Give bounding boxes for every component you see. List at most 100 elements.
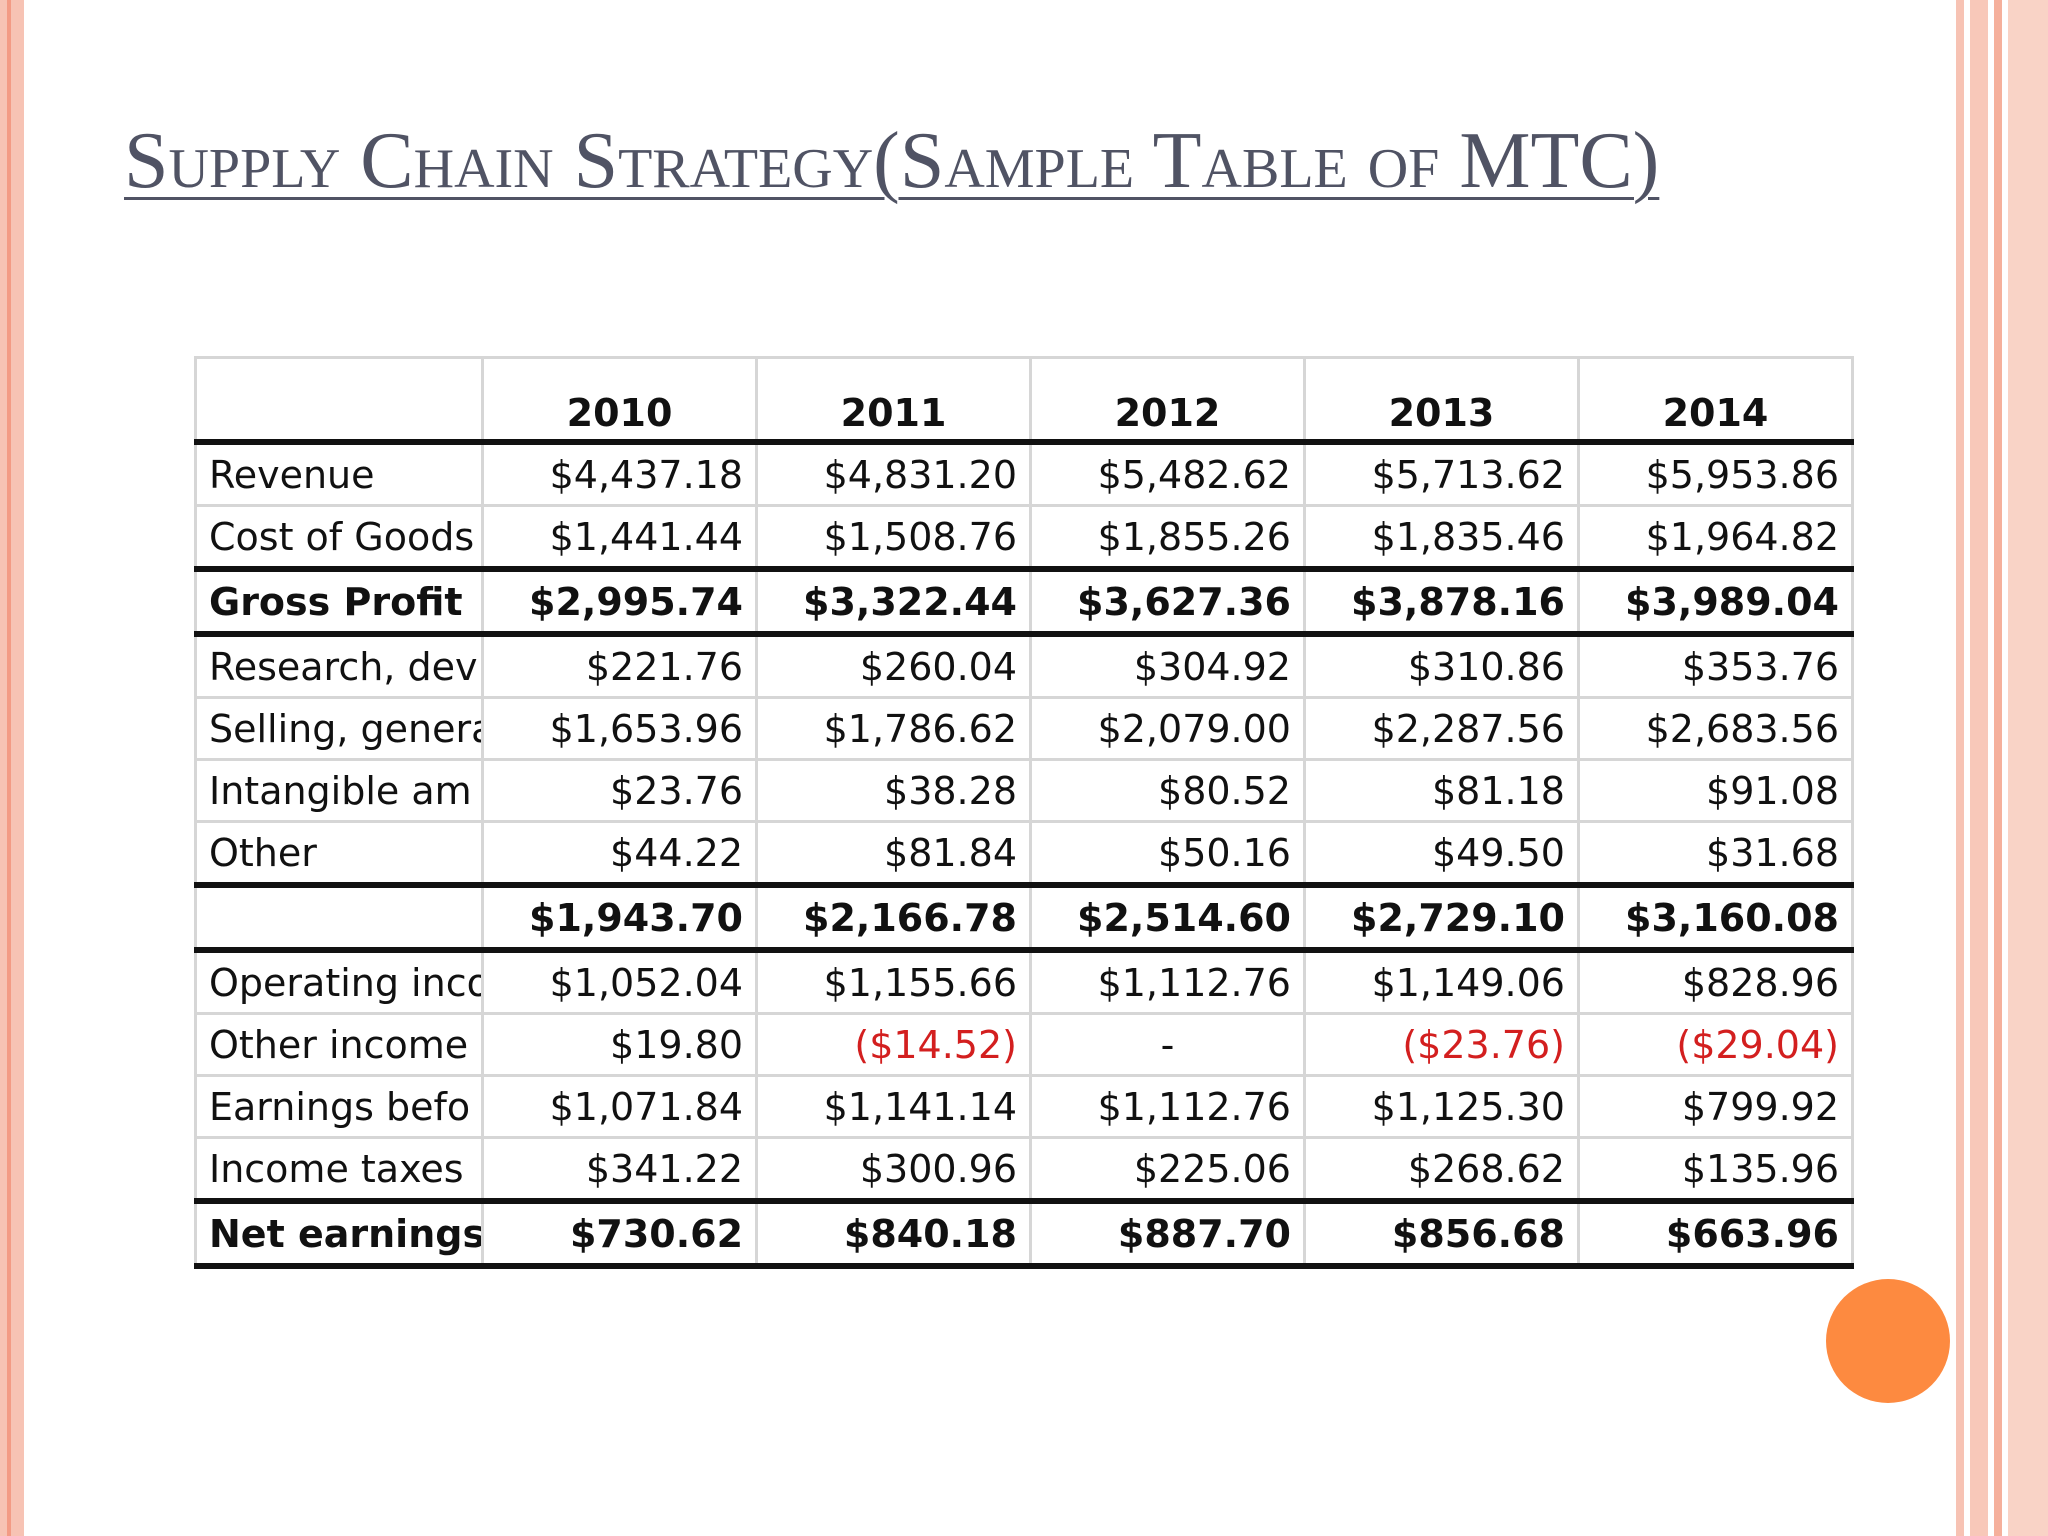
value-cell-2012: $225.06 [1029,1136,1306,1201]
table-body: Revenue $4,437.18 $4,831.20 $5,482.62 $5,713… [193,439,1855,1269]
value-cell-2014: $3,989.04 [1576,566,1855,634]
row-label: Gross Profit [193,566,485,634]
value-cell-2013: $1,835.46 [1302,504,1580,569]
value-cell-2011: $1,141.14 [755,1074,1032,1138]
table-row-operating-income: Operating inco $1,052.04 $1,155.66 $1,112.7… [193,947,1855,1014]
value-cell-2012: $50.16 [1029,820,1306,885]
value-cell-2012: $2,514.60 [1029,882,1306,950]
right-stripe-4 [2008,0,2048,1536]
value-cell-2013: $310.86 [1302,631,1580,698]
header-cell-2010: 2010 [481,356,759,442]
table-row-selling-general: Selling, genera $1,653.96 $1,786.62 $2,079.… [193,696,1855,760]
value-cell-2010: $221.76 [481,631,759,698]
value-cell-2012: $2,079.00 [1029,696,1306,760]
right-stripe-3 [1994,0,2002,1536]
header-cell-2011: 2011 [755,356,1032,442]
value-cell-2010: $1,441.44 [481,504,759,569]
value-cell-2011: $260.04 [755,631,1032,698]
value-cell-2013: $49.50 [1302,820,1580,885]
value-cell-2014: $663.96 [1576,1198,1855,1269]
financial-table-container: 2010 2011 2012 2013 2014 Revenue $4,437.1… [193,356,1855,1280]
value-cell-2010: $1,052.04 [481,947,759,1014]
value-cell-2011: $81.84 [755,820,1032,885]
value-cell-2012: $3,627.36 [1029,566,1306,634]
value-cell-2014: $799.92 [1576,1074,1855,1138]
row-label: Other [193,820,485,885]
header-cell-2012: 2012 [1029,356,1306,442]
header-cell-2013: 2013 [1302,356,1580,442]
table-row-earnings-before-tax: Earnings befo $1,071.84 $1,141.14 $1,112.76… [193,1074,1855,1138]
header-row: 2010 2011 2012 2013 2014 [193,356,1855,442]
value-cell-2013: $1,125.30 [1302,1074,1580,1138]
value-cell-2010: $1,653.96 [481,696,759,760]
value-cell-2010: $44.22 [481,820,759,885]
table-row-revenue: Revenue $4,437.18 $4,831.20 $5,482.62 $5,713… [193,439,1855,506]
value-cell-2013: $268.62 [1302,1136,1580,1201]
value-cell-2013: $1,149.06 [1302,947,1580,1014]
value-cell-2013: $2,729.10 [1302,882,1580,950]
value-cell-2013: $3,878.16 [1302,566,1580,634]
value-cell-2010: $2,995.74 [481,566,759,634]
row-label: Operating inco [193,947,485,1014]
right-stripe-2 [1970,0,1988,1536]
right-border-decoration [1956,0,2048,1536]
value-cell-2010: $23.76 [481,758,759,822]
table-row-other: Other $44.22 $81.84 $50.16 $49.50 $31.68 [193,820,1855,885]
value-cell-2011: $38.28 [755,758,1032,822]
value-cell-2010: $19.80 [481,1012,759,1076]
value-cell-2010: $730.62 [481,1198,759,1269]
slide-title: Supply Chain Strategy(Sample Table of MT… [124,117,1660,205]
orange-circle-decoration [1826,1279,1950,1403]
value-cell-2014: $2,683.56 [1576,696,1855,760]
value-cell-2012: $887.70 [1029,1198,1306,1269]
row-label: Net earnings [193,1198,485,1269]
value-cell-2012: $80.52 [1029,758,1306,822]
value-cell-2014: $3,160.08 [1576,882,1855,950]
value-cell-2013: $856.68 [1302,1198,1580,1269]
value-cell-2013: ($23.76) [1302,1012,1580,1076]
value-cell-2014: $1,964.82 [1576,504,1855,569]
value-cell-2012: $1,855.26 [1029,504,1306,569]
row-label: Other income [193,1012,485,1076]
value-cell-2011: $840.18 [755,1198,1032,1269]
left-border-decoration [0,0,24,1536]
financial-table: 2010 2011 2012 2013 2014 Revenue $4,437.1… [193,356,1855,1269]
value-cell-2014: $31.68 [1576,820,1855,885]
value-cell-2011: ($14.52) [755,1012,1032,1076]
value-cell-2011: $1,508.76 [755,504,1032,569]
table-row-other-income: Other income $19.80 ($14.52) - ($23.76) ($29.… [193,1012,1855,1076]
table-row-research-dev: Research, dev $221.76 $260.04 $304.92 $310.8… [193,631,1855,698]
left-border-line [7,0,11,1536]
row-label: Income taxes [193,1136,485,1201]
value-cell-2011: $1,786.62 [755,696,1032,760]
value-cell-2012: $304.92 [1029,631,1306,698]
value-cell-2010: $4,437.18 [481,439,759,506]
value-cell-2010: $1,943.70 [481,882,759,950]
table-row-intangible-amortization: Intangible am $23.76 $38.28 $80.52 $81.18 $91… [193,758,1855,822]
header-cell-empty [193,356,485,442]
row-label: Earnings befo [193,1074,485,1138]
value-cell-2013: $5,713.62 [1302,439,1580,506]
value-cell-2010: $1,071.84 [481,1074,759,1138]
right-stripe-1 [1956,0,1964,1536]
table-row-income-taxes: Income taxes $341.22 $300.96 $225.06 $268.62… [193,1136,1855,1201]
value-cell-2014: $353.76 [1576,631,1855,698]
value-cell-2013: $81.18 [1302,758,1580,822]
row-label [193,882,485,950]
value-cell-2011: $3,322.44 [755,566,1032,634]
row-label: Selling, genera [193,696,485,760]
value-cell-2011: $1,155.66 [755,947,1032,1014]
value-cell-2014: $828.96 [1576,947,1855,1014]
value-cell-2011: $4,831.20 [755,439,1032,506]
value-cell-2012: $1,112.76 [1029,1074,1306,1138]
value-cell-2012: $1,112.76 [1029,947,1306,1014]
row-label: Revenue [193,439,485,506]
value-cell-2011: $2,166.78 [755,882,1032,950]
value-cell-2012: - [1029,1012,1306,1076]
value-cell-2014: $5,953.86 [1576,439,1855,506]
value-cell-2014: $135.96 [1576,1136,1855,1201]
value-cell-2010: $341.22 [481,1136,759,1201]
row-label: Research, dev [193,631,485,698]
value-cell-2014: ($29.04) [1576,1012,1855,1076]
table-row-cost-of-goods: Cost of Goods $1,441.44 $1,508.76 $1,855.26… [193,504,1855,569]
